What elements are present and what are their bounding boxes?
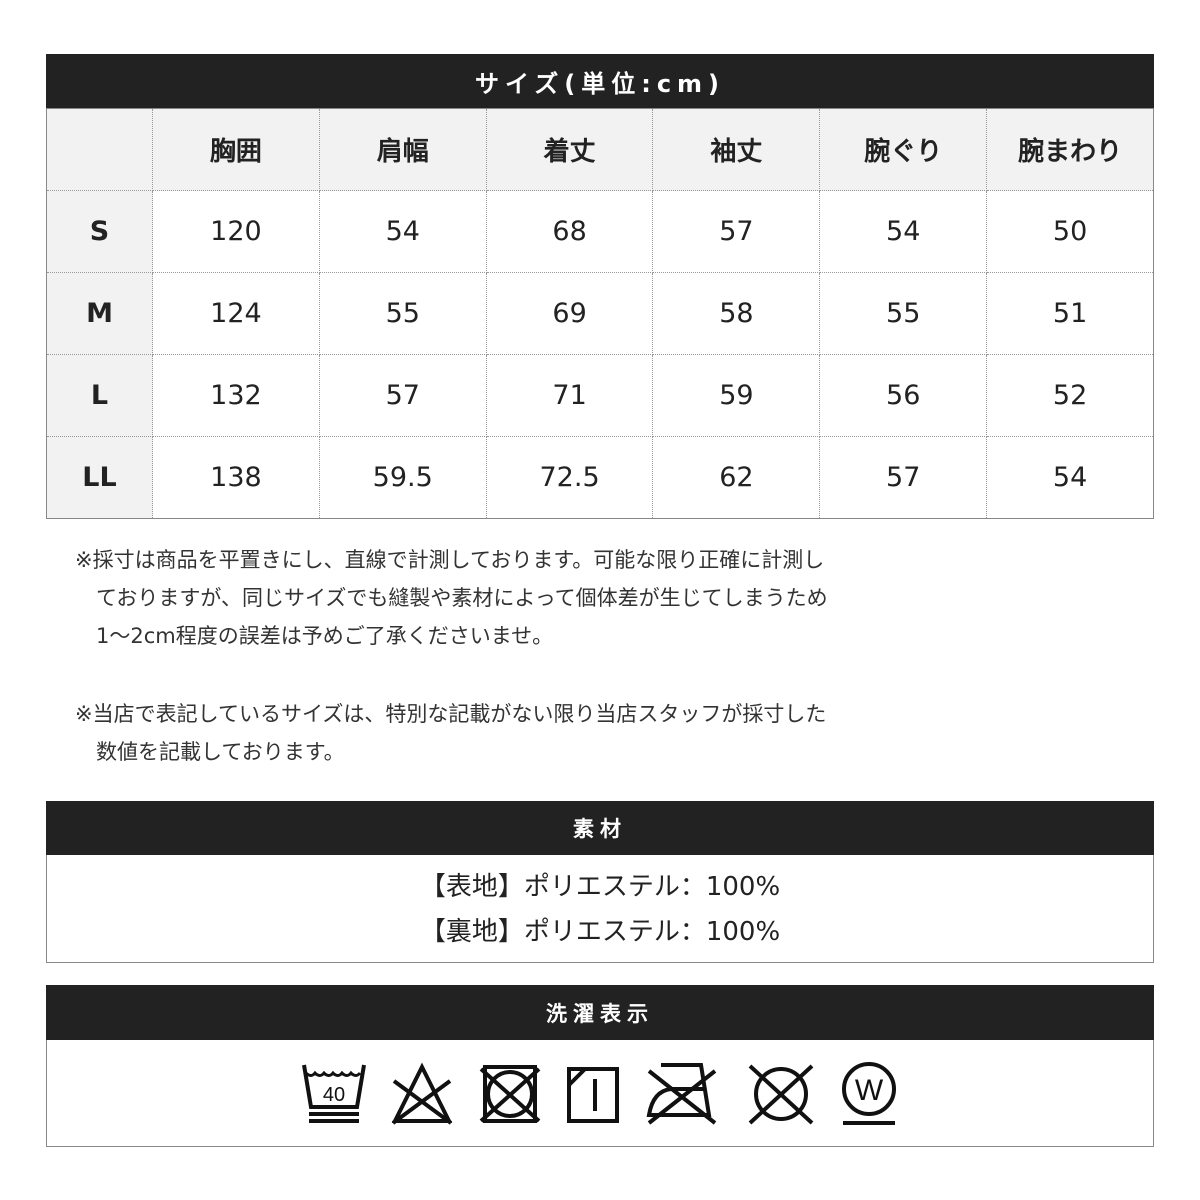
table-cell: 55	[819, 272, 988, 355]
table-cell: 57	[652, 190, 821, 273]
no-bleach-icon	[391, 1062, 453, 1125]
table-row: M 124 55 69 58 55 51	[46, 272, 1154, 355]
table-cell: 58	[652, 272, 821, 355]
note-line: 1～2cm程度の誤差は予めご了承くださいませ。	[75, 624, 554, 648]
column-header	[46, 108, 153, 191]
column-header: 腕ぐり	[819, 108, 988, 191]
column-header: 胸囲	[152, 108, 320, 191]
material-title: 素材	[46, 801, 1154, 855]
size-table: 胸囲 肩幅 着丈 袖丈 腕ぐり 腕まわり S 120 54 68 57 54 50 M 124 55 69 58…	[46, 108, 1154, 519]
column-header: 着丈	[485, 108, 654, 191]
no-dry-clean-icon	[748, 1064, 814, 1124]
table-cell: 55	[318, 272, 487, 355]
table-cell: 57	[318, 354, 487, 437]
note-line: 数値を記載しております。	[75, 740, 345, 764]
wash-temp: 40	[323, 1084, 345, 1106]
table-cell: 120	[152, 190, 320, 273]
table-cell: 72.5	[485, 436, 654, 519]
table-cell: 68	[485, 190, 654, 273]
column-header: 肩幅	[318, 108, 487, 191]
material-lining: 【裏地】ポリエステル：100%	[419, 917, 781, 947]
size-label: M	[46, 272, 153, 355]
note-line: ておりますが、同じサイズでも縫製や素材によって個体差が生じてしまうため	[75, 586, 828, 610]
no-iron-icon	[646, 1062, 717, 1125]
table-row: S 120 54 68 57 54 50	[46, 190, 1154, 273]
table-cell: 54	[986, 436, 1154, 519]
table-cell: 69	[485, 272, 654, 355]
no-tumble-dry-icon	[479, 1064, 541, 1123]
table-header-row: 胸囲 肩幅 着丈 袖丈 腕ぐり 腕まわり	[46, 108, 1154, 191]
wash-40-gentle-icon: 40	[302, 1064, 366, 1123]
table-cell: 59	[652, 354, 821, 437]
table-cell: 62	[652, 436, 821, 519]
material-outer: 【表地】ポリエステル：100%	[419, 872, 781, 902]
table-cell: 51	[986, 272, 1154, 355]
care-box: 40 W	[46, 1040, 1154, 1147]
table-cell: 50	[986, 190, 1154, 273]
size-label: L	[46, 354, 153, 437]
care-title: 洗濯表示	[46, 985, 1154, 1040]
table-cell: 138	[152, 436, 320, 519]
table-cell: 52	[986, 354, 1154, 437]
wet-letter: W	[855, 1074, 884, 1107]
size-table-title: サイズ(単位:cm)	[46, 54, 1154, 108]
measurement-note: ※採寸は商品を平置きにし、直線で計測しております。可能な限り正確に計測し ており…	[75, 541, 828, 655]
size-note: ※当店で表記しているサイズは、特別な記載がない限り当店スタッフが採寸した 数値を…	[75, 695, 826, 771]
column-header: 袖丈	[652, 108, 821, 191]
size-label: S	[46, 190, 153, 273]
size-label: LL	[46, 436, 153, 519]
table-cell: 57	[819, 436, 988, 519]
table-row: LL 138 59.5 72.5 62 57 54	[46, 436, 1154, 519]
table-row: L 132 57 71 59 56 52	[46, 354, 1154, 437]
table-cell: 56	[819, 354, 988, 437]
note-line: ※採寸は商品を平置きにし、直線で計測しております。可能な限り正確に計測し	[75, 548, 825, 572]
table-cell: 71	[485, 354, 654, 437]
table-cell: 59.5	[318, 436, 487, 519]
line-dry-shade-icon	[567, 1066, 619, 1123]
table-cell: 132	[152, 354, 320, 437]
material-box: 【表地】ポリエステル：100% 【裏地】ポリエステル：100%	[46, 855, 1154, 963]
wet-clean-gentle-icon: W	[842, 1061, 896, 1125]
table-cell: 54	[318, 190, 487, 273]
column-header: 腕まわり	[986, 108, 1154, 191]
note-line: ※当店で表記しているサイズは、特別な記載がない限り当店スタッフが採寸した	[75, 702, 827, 726]
table-cell: 124	[152, 272, 320, 355]
table-cell: 54	[819, 190, 988, 273]
